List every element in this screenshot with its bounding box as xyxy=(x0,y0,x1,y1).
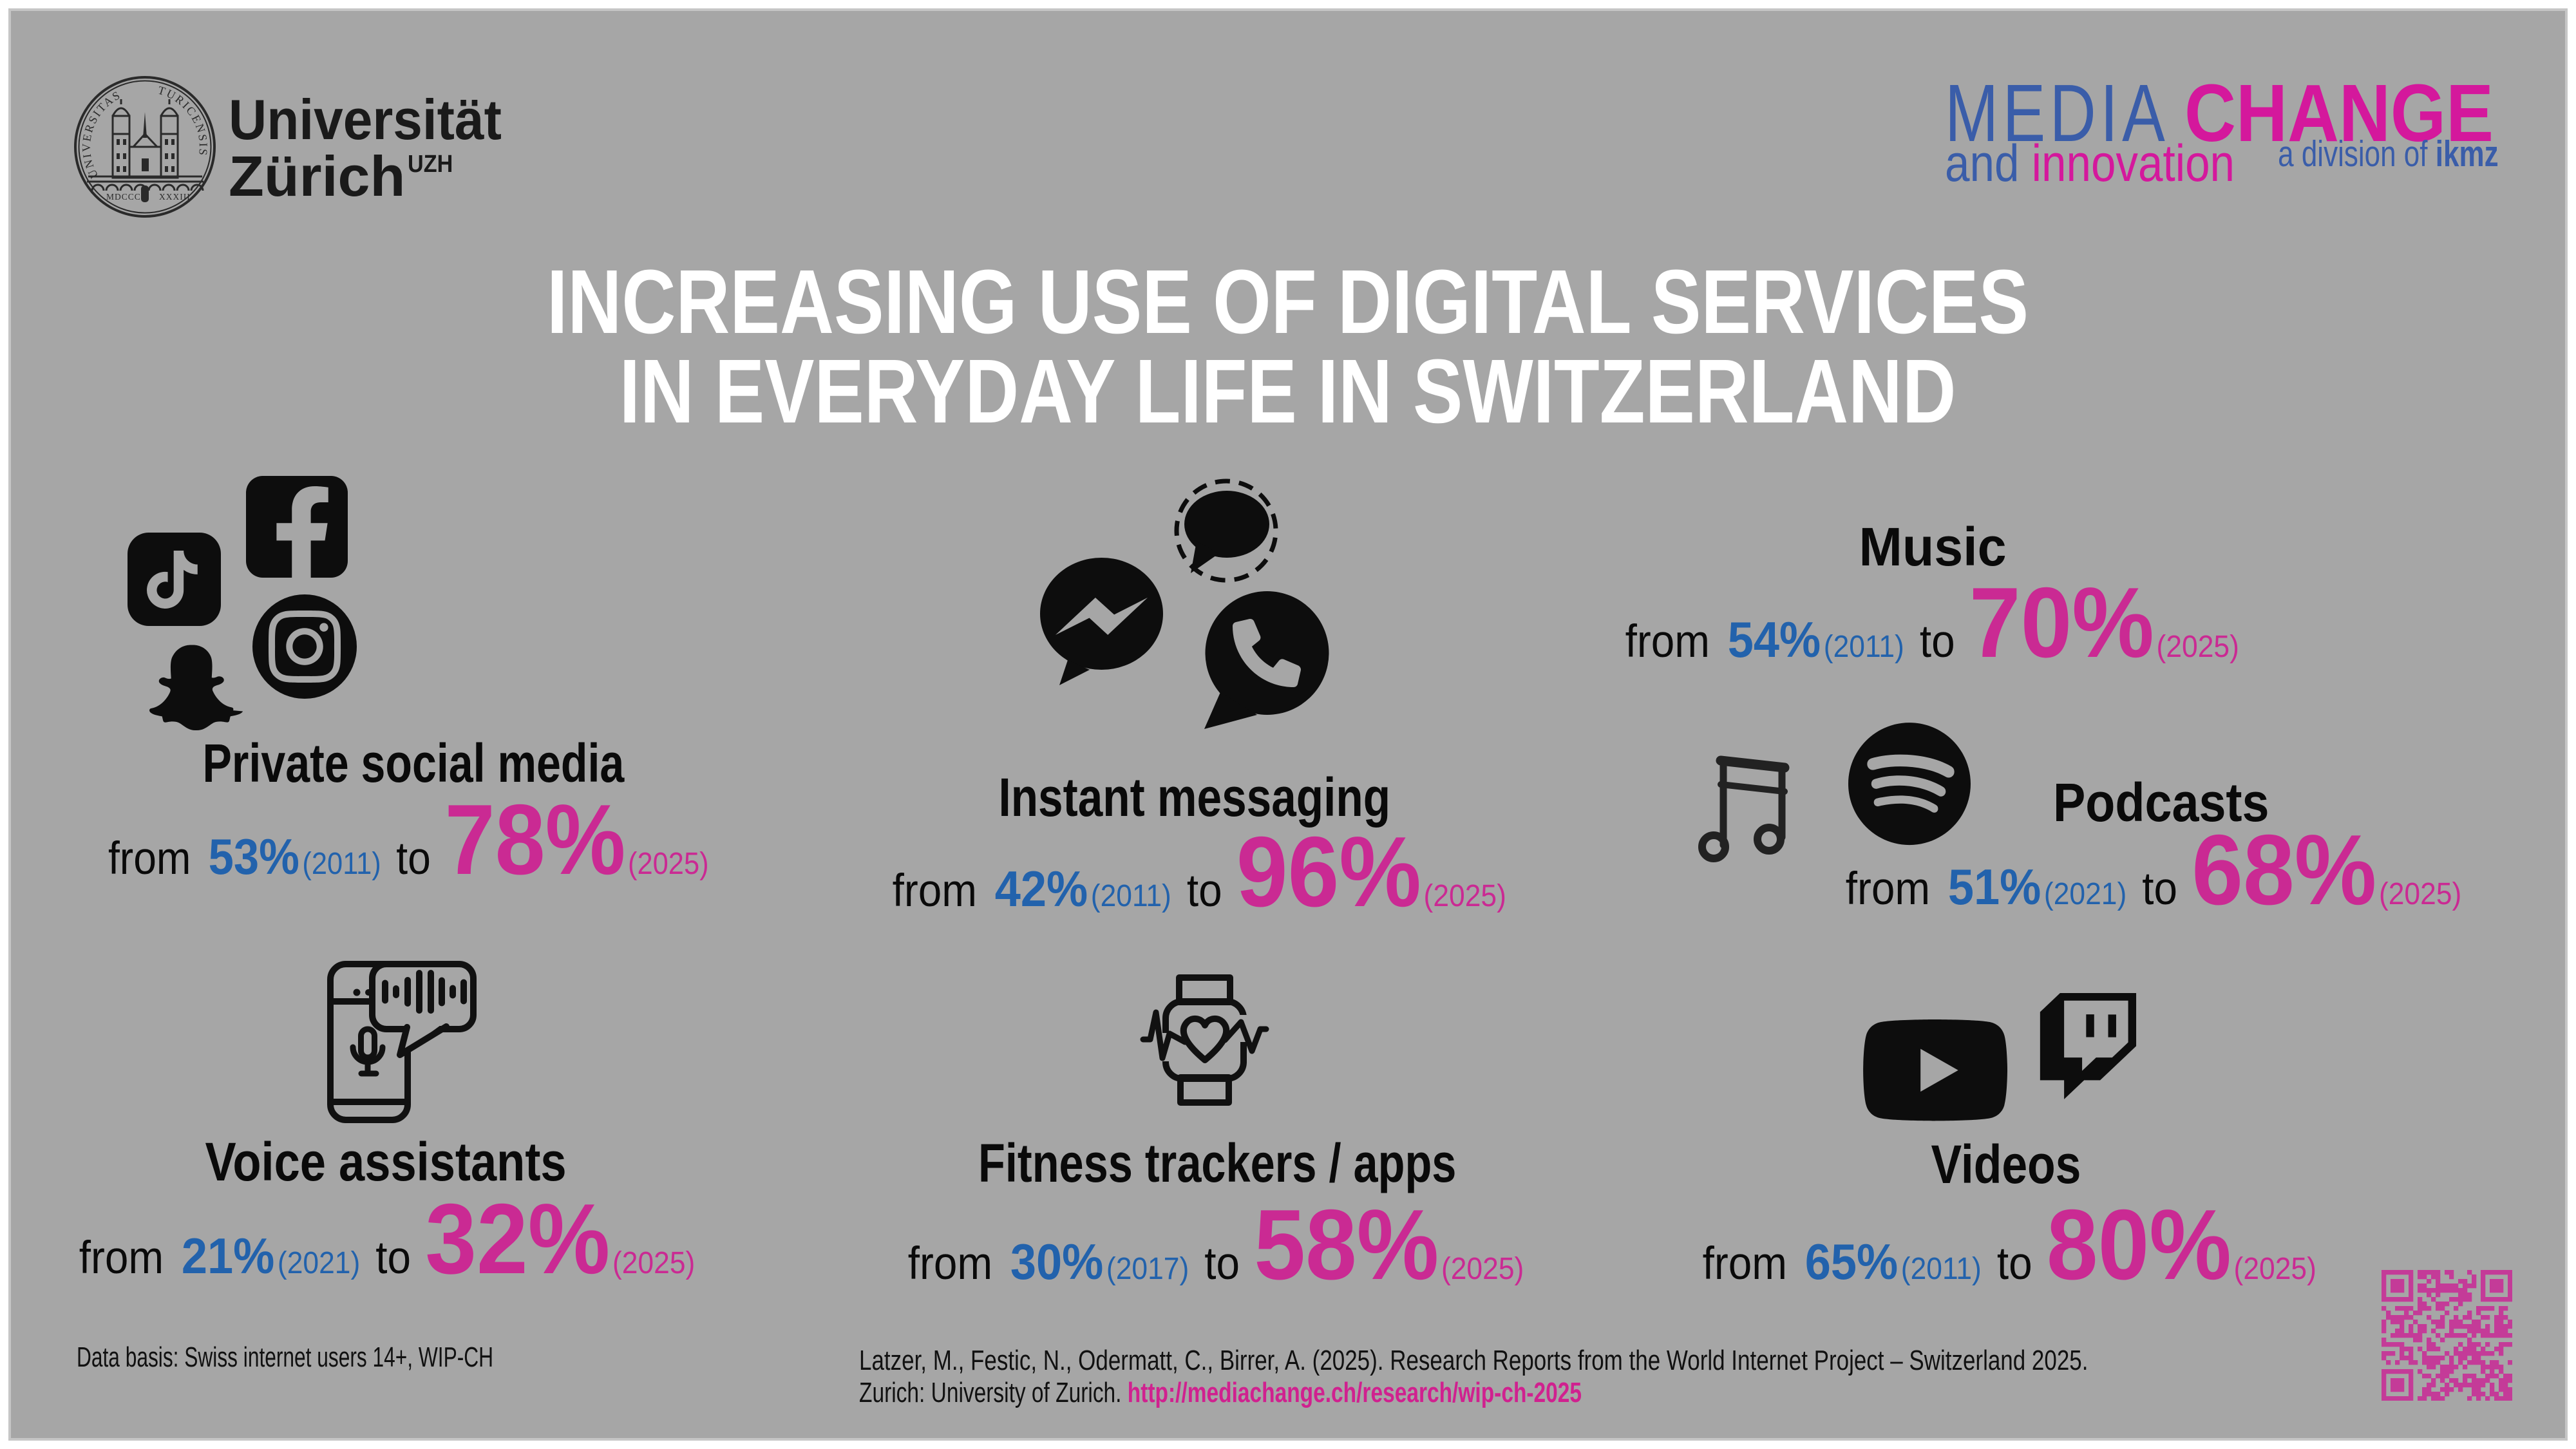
svg-text:XXXIII: XXXIII xyxy=(159,192,191,202)
svg-text:TURICENSIS: TURICENSIS xyxy=(156,84,210,158)
svg-text:MDCCC: MDCCC xyxy=(106,192,141,202)
